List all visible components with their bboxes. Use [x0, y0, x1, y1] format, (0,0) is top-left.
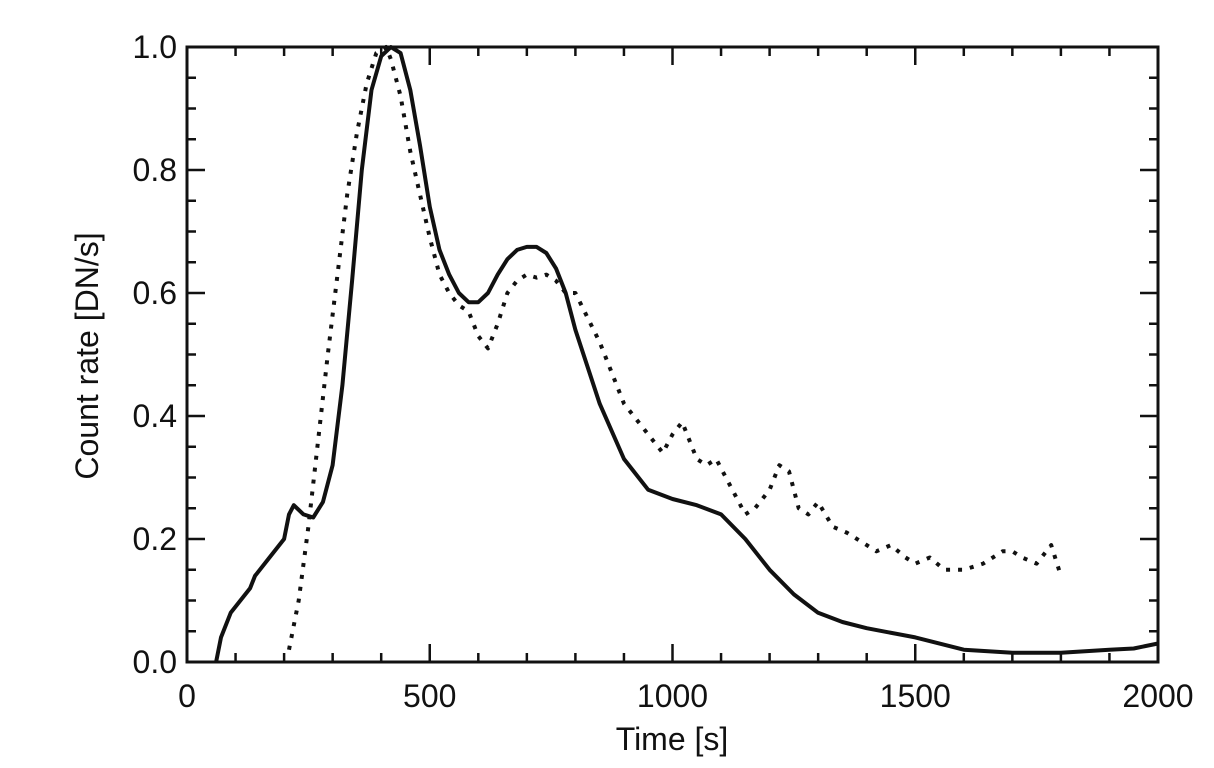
y-tick-label: 0.6	[133, 275, 177, 311]
x-axis-title: Time [s]	[616, 721, 729, 757]
y-tick-label: 0.4	[133, 398, 177, 434]
y-axis-title: Count rate [DN/s]	[69, 232, 105, 479]
x-tick-label: 1500	[880, 678, 951, 714]
x-tick-label: 500	[403, 678, 456, 714]
plot-frame	[185, 45, 1160, 664]
y-tick-label: 0.8	[133, 152, 177, 188]
series-dotted-line	[287, 45, 1063, 651]
y-tick-label: 0.2	[133, 521, 177, 557]
y-ticks: 0.0 0.2 0.4 0.6 0.8 1.0	[133, 29, 1158, 680]
series-solid-line	[214, 45, 1159, 663]
x-tick-label: 1000	[637, 678, 708, 714]
y-tick-label: 1.0	[133, 29, 177, 65]
series-layer	[214, 45, 1159, 663]
y-tick-label: 0.0	[133, 644, 177, 680]
x-ticks: 0 500 1000 1500 2000	[178, 47, 1194, 714]
x-tick-label: 0	[178, 678, 196, 714]
x-tick-label: 2000	[1122, 678, 1193, 714]
